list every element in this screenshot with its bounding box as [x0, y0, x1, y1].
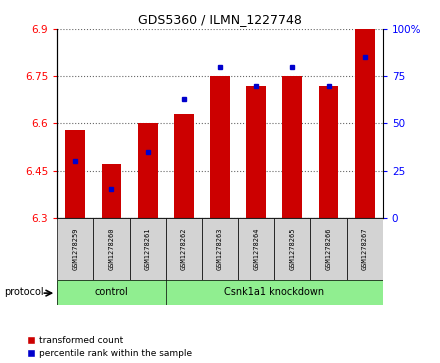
Bar	[66, 130, 85, 218]
Bar	[355, 29, 375, 218]
Text: GSM1278260: GSM1278260	[109, 227, 114, 270]
Text: GSM1278264: GSM1278264	[253, 227, 259, 270]
Bar	[166, 280, 383, 305]
Text: protocol: protocol	[4, 287, 44, 297]
Text: GSM1278266: GSM1278266	[326, 227, 331, 270]
Bar	[57, 218, 93, 280]
Bar	[166, 218, 202, 280]
Text: GSM1278259: GSM1278259	[72, 227, 78, 270]
Bar	[210, 76, 230, 218]
Bar	[93, 218, 129, 280]
Text: Csnk1a1 knockdown: Csnk1a1 knockdown	[224, 287, 324, 297]
Text: GSM1278261: GSM1278261	[145, 227, 150, 270]
Bar	[138, 123, 158, 218]
Title: GDS5360 / ILMN_1227748: GDS5360 / ILMN_1227748	[138, 13, 302, 26]
Bar	[238, 218, 274, 280]
Bar	[311, 218, 347, 280]
Bar	[319, 86, 338, 218]
Bar	[274, 218, 311, 280]
Text: GSM1278263: GSM1278263	[217, 227, 223, 270]
Bar	[246, 86, 266, 218]
Text: control: control	[95, 287, 128, 297]
Bar	[129, 218, 166, 280]
Text: GSM1278262: GSM1278262	[181, 227, 187, 270]
Bar	[202, 218, 238, 280]
Bar	[347, 218, 383, 280]
Legend: transformed count, percentile rank within the sample: transformed count, percentile rank withi…	[26, 336, 192, 359]
Text: GSM1278267: GSM1278267	[362, 227, 368, 270]
Bar	[102, 164, 121, 218]
Text: GSM1278265: GSM1278265	[290, 227, 295, 270]
Bar	[282, 76, 302, 218]
Bar	[174, 114, 194, 218]
Bar	[57, 280, 166, 305]
